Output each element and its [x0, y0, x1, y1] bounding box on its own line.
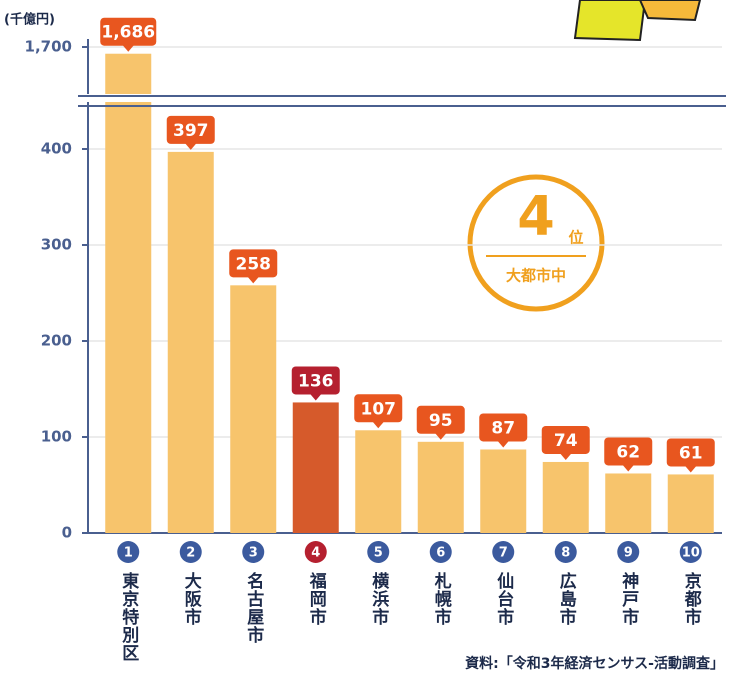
value-label: 258: [229, 249, 278, 284]
bar: [417, 441, 464, 533]
x-tick-label: 大阪市: [181, 571, 202, 626]
value-label-pointer: [247, 276, 260, 284]
rank-circle: [679, 541, 702, 563]
value-label-pointer: [434, 432, 447, 440]
value-label-box: [291, 366, 340, 395]
y-tick-label: 100: [41, 428, 72, 446]
bar: [105, 53, 152, 533]
value-label-text: 258: [236, 254, 272, 274]
rank-number: 10: [682, 546, 700, 561]
x-tick-label: 京都市: [681, 571, 703, 626]
value-label-pointer: [372, 421, 385, 429]
rank-number: 9: [624, 546, 633, 561]
value-label-box: [604, 437, 653, 466]
value-label: 1,686: [100, 17, 157, 52]
value-label-box: [229, 249, 278, 278]
value-label-text: 136: [298, 371, 334, 391]
value-label: 107: [354, 394, 403, 429]
x-tick-label: 仙台市: [493, 571, 514, 626]
value-label-text: 397: [173, 121, 209, 141]
value-label: 87: [479, 413, 528, 448]
bar: [230, 285, 277, 533]
value-label-text: 107: [361, 399, 397, 419]
badge-rank: 4: [517, 185, 555, 248]
rank-circle: [179, 541, 202, 563]
axis-break-gap: [76, 94, 729, 102]
value-label-box: [100, 17, 157, 46]
y-tick-label: 400: [41, 140, 72, 158]
value-label: 95: [416, 405, 465, 440]
badge-text: 大都市中: [506, 267, 566, 285]
value-label-pointer: [122, 44, 135, 52]
badge: 4 位 大都市中: [467, 174, 605, 312]
value-label-box: [166, 115, 215, 144]
rank-circle: [429, 541, 452, 563]
value-label-box: [416, 405, 465, 434]
rank-number: 5: [374, 546, 383, 561]
rank-number: 3: [249, 546, 258, 561]
x-tick-label: 名古屋市: [243, 571, 264, 644]
value-label: 397: [166, 115, 215, 150]
rank-circle: [242, 541, 265, 563]
bar: [480, 449, 527, 533]
bag-illustration: [573, 0, 702, 42]
x-tick-label: 横浜市: [368, 571, 389, 626]
value-label-box: [541, 425, 590, 454]
value-label-pointer: [309, 393, 322, 401]
rank-number: 4: [311, 546, 320, 561]
value-label-text: 87: [491, 418, 515, 438]
value-label: 136: [291, 366, 340, 401]
value-label-pointer: [684, 465, 697, 473]
value-label-pointer: [497, 440, 510, 448]
rank-number: 1: [124, 546, 133, 561]
value-label-pointer: [184, 142, 197, 150]
bar: [605, 473, 652, 533]
rank-circle: [304, 541, 327, 563]
rank-circle: [617, 541, 640, 563]
source: 資料:「令和3年経済センサス-活動調査」: [465, 655, 724, 672]
value-label: 62: [604, 437, 653, 472]
y-tick-label: 200: [41, 332, 72, 350]
value-label-box: [354, 394, 403, 423]
rank-number: 7: [499, 546, 508, 561]
bar: [167, 151, 214, 533]
rank-circle: [492, 541, 515, 563]
x-tick-label: 札幌市: [431, 571, 453, 626]
badge-ring: [467, 174, 605, 312]
rank-circle: [117, 541, 140, 563]
y-tick-label: 300: [41, 236, 72, 254]
value-label-text: 74: [554, 431, 578, 451]
value-label-text: 95: [429, 411, 453, 431]
x-tick-label: 神戸市: [618, 571, 639, 626]
y-tick-label: 1,700: [25, 38, 72, 56]
y-tick-label: 0: [62, 524, 72, 542]
rank-number: 6: [436, 546, 445, 561]
rank-number: 8: [561, 546, 570, 561]
value-label-box: [479, 413, 528, 442]
value-label: 74: [541, 425, 590, 460]
rank-circle: [554, 541, 577, 563]
unit-label: (千億円): [4, 12, 55, 28]
value-label: 61: [666, 438, 715, 473]
bar: [667, 474, 714, 533]
badge-suffix: 位: [568, 229, 583, 247]
value-label-pointer: [622, 464, 635, 472]
bar: [292, 402, 339, 533]
rank-circle: [367, 541, 390, 563]
value-label-text: 1,686: [101, 23, 155, 43]
bar: [355, 430, 402, 533]
rank-number: 2: [186, 546, 195, 561]
value-label-box: [666, 438, 715, 467]
x-tick-label: 東京特別区: [118, 571, 140, 662]
bar: [542, 461, 589, 533]
value-label-text: 61: [679, 443, 703, 463]
x-tick-label: 福岡市: [306, 571, 328, 626]
value-label-pointer: [559, 452, 572, 460]
x-tick-label: 広島市: [556, 571, 577, 626]
value-label-text: 62: [616, 442, 640, 462]
